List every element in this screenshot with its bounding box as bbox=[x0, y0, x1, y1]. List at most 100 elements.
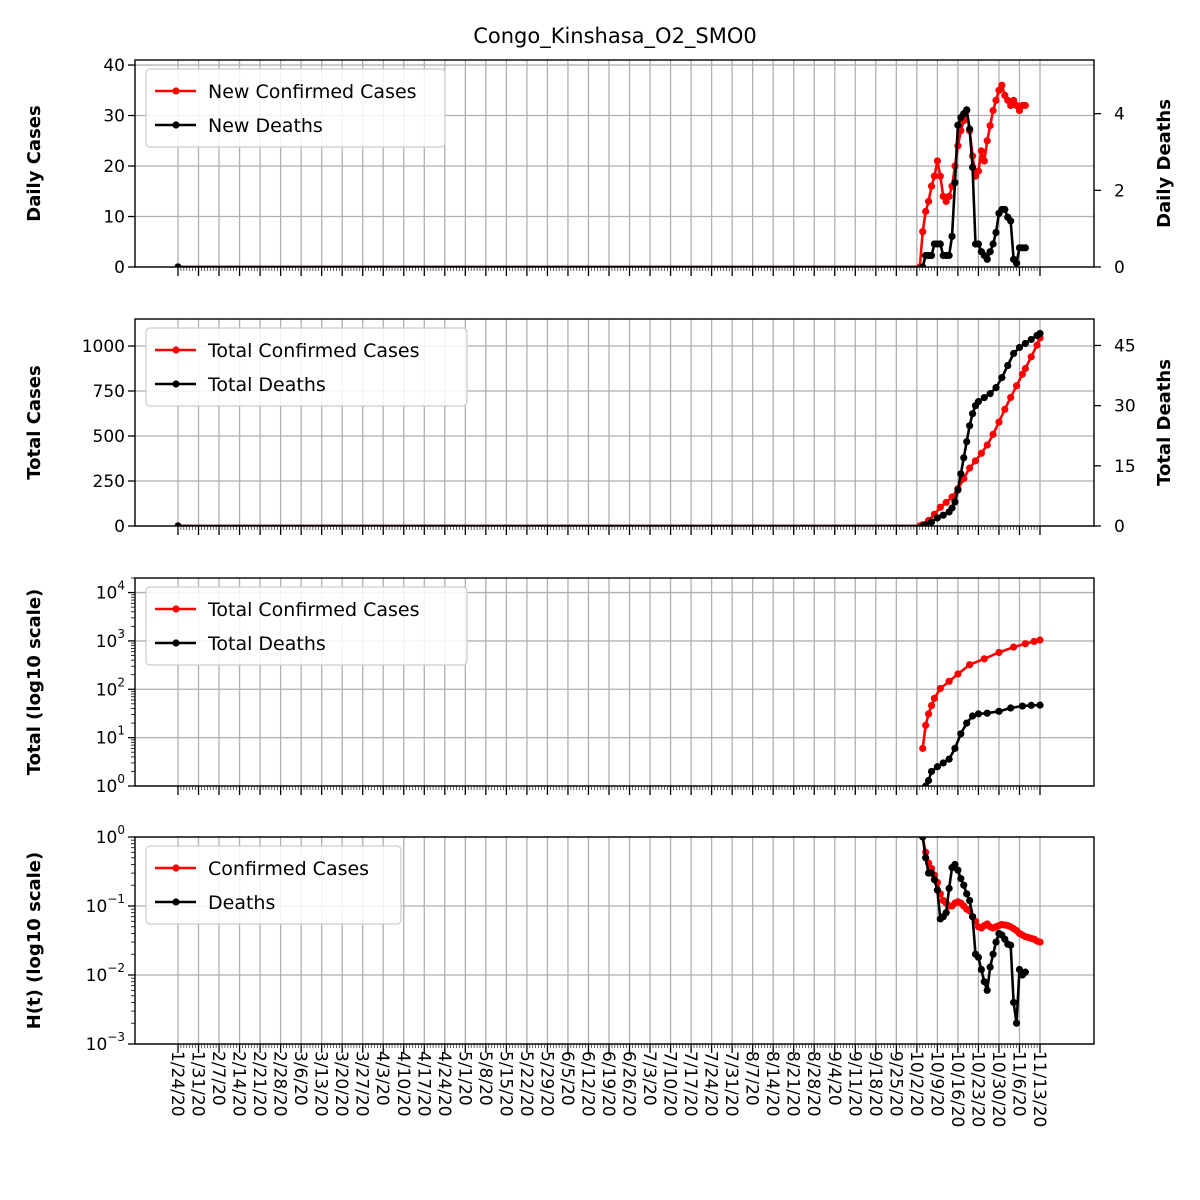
panel-4: 10−3 10−2 10−1 100 H(t) (log10 scale) Confirm… bbox=[24, 823, 1095, 1055]
x-tick-label: 3/13/20 bbox=[311, 1051, 331, 1117]
y-right-tick-label: 4 bbox=[1114, 105, 1125, 125]
data-point bbox=[977, 965, 985, 974]
legend-swatch-marker bbox=[172, 346, 180, 354]
panel-3: 100 101 102 103 104 Total (log10 scale) Total … bbox=[24, 577, 1095, 797]
data-point bbox=[1036, 938, 1044, 946]
legend-label: Total Confirmed Cases bbox=[207, 340, 420, 362]
data-point bbox=[945, 677, 953, 685]
data-point bbox=[974, 710, 983, 718]
x-tick-label: 5/22/20 bbox=[516, 1051, 536, 1117]
legend-box bbox=[145, 845, 402, 925]
legend-box bbox=[145, 327, 468, 407]
data-point bbox=[966, 464, 974, 472]
data-point bbox=[936, 240, 944, 248]
y-axis-label: Total (log10 scale) bbox=[24, 589, 45, 776]
data-point bbox=[1007, 393, 1015, 402]
x-tick-label: 6/5/20 bbox=[557, 1051, 577, 1106]
data-point bbox=[1010, 643, 1018, 651]
data-point bbox=[948, 232, 956, 240]
y-tick-label: 104 bbox=[96, 579, 125, 604]
data-point bbox=[1012, 1019, 1021, 1027]
x-tick-label: 9/25/20 bbox=[885, 1051, 905, 1117]
x-tick-label: 5/15/20 bbox=[495, 1051, 515, 1117]
data-point bbox=[924, 197, 933, 205]
data-point bbox=[957, 730, 965, 738]
data-point bbox=[1036, 701, 1044, 709]
data-point bbox=[983, 255, 991, 263]
data-point bbox=[980, 655, 988, 663]
y-right-tick-label: 45 bbox=[1114, 336, 1136, 356]
data-point bbox=[1018, 702, 1027, 710]
data-point bbox=[1021, 640, 1029, 648]
data-point bbox=[951, 498, 959, 506]
series-layer bbox=[174, 81, 1029, 267]
data-point bbox=[1021, 364, 1029, 373]
data-point bbox=[983, 441, 991, 449]
data-point bbox=[995, 418, 1003, 426]
x-tick-label: 8/7/20 bbox=[742, 1051, 762, 1106]
legend-label: Deaths bbox=[208, 892, 275, 914]
data-point bbox=[954, 486, 962, 494]
data-point bbox=[1004, 361, 1012, 370]
data-point bbox=[922, 854, 930, 862]
legend: Confirmed Cases Deaths bbox=[145, 845, 402, 925]
y-right-axis-label: Total Deaths bbox=[1154, 359, 1175, 486]
data-point bbox=[927, 869, 936, 877]
x-tick-label: 4/10/20 bbox=[393, 1051, 413, 1117]
legend-label: Total Confirmed Cases bbox=[207, 599, 420, 621]
x-tick-label: 7/10/20 bbox=[660, 1051, 680, 1117]
data-point bbox=[995, 648, 1003, 657]
data-point bbox=[974, 953, 983, 961]
data-point bbox=[1015, 343, 1024, 352]
y-axis-label: H(t) (log10 scale) bbox=[24, 852, 45, 1030]
series-layer bbox=[174, 329, 1044, 526]
data-point bbox=[963, 719, 971, 727]
data-point bbox=[919, 837, 927, 841]
data-point bbox=[977, 147, 985, 155]
data-point bbox=[945, 884, 953, 892]
data-point bbox=[933, 514, 941, 522]
data-point bbox=[989, 240, 997, 248]
data-point bbox=[1036, 329, 1044, 338]
data-point bbox=[924, 776, 933, 785]
x-tick-label: 2/7/20 bbox=[208, 1051, 228, 1106]
x-tick-label: 9/4/20 bbox=[824, 1051, 844, 1106]
y-tick-label: 10−1 bbox=[86, 892, 125, 917]
data-point bbox=[927, 701, 936, 710]
legend: Total Confirmed Cases Total Deaths bbox=[145, 327, 468, 407]
data-point bbox=[974, 398, 983, 406]
data-point bbox=[951, 179, 959, 187]
y-tick-label: 30 bbox=[103, 107, 125, 127]
data-point bbox=[977, 449, 985, 457]
y-tick-label: 20 bbox=[103, 157, 125, 177]
plot-frame bbox=[134, 836, 1095, 1045]
x-tick-label: 10/30/20 bbox=[988, 1051, 1008, 1127]
x-tick-label: 3/27/20 bbox=[352, 1051, 372, 1117]
y-right-tick-label: 15 bbox=[1114, 457, 1136, 477]
chart-title: Congo_Kinshasa_O2_SMO0 bbox=[473, 24, 757, 49]
series-layer bbox=[919, 837, 1044, 1027]
x-tick-label: 9/11/20 bbox=[844, 1051, 864, 1117]
data-point bbox=[939, 759, 947, 767]
data-point bbox=[960, 454, 968, 462]
data-point bbox=[942, 498, 950, 507]
data-point bbox=[1001, 405, 1009, 413]
x-tick-label: 7/31/20 bbox=[721, 1051, 741, 1117]
x-tick-label: 5/8/20 bbox=[475, 1051, 495, 1106]
data-point bbox=[974, 240, 983, 248]
data-point bbox=[980, 157, 988, 165]
x-tick-label: 2/14/20 bbox=[229, 1051, 249, 1117]
data-point bbox=[995, 707, 1003, 715]
x-tick-label: 7/24/20 bbox=[701, 1051, 721, 1117]
data-point bbox=[927, 182, 936, 190]
x-tick-labels: 1/24/20 1/31/20 2/7/20 2/14/20 2/21/20 2/28/2… bbox=[167, 1051, 1049, 1127]
x-tick-label: 8/28/20 bbox=[803, 1051, 823, 1117]
legend-swatch-marker bbox=[172, 898, 180, 906]
plot-frame bbox=[134, 318, 1095, 527]
x-tick-label: 10/9/20 bbox=[926, 1051, 946, 1117]
data-point bbox=[992, 96, 1000, 104]
legend-swatch-marker bbox=[172, 639, 180, 647]
x-tick-label: 6/26/20 bbox=[619, 1051, 639, 1117]
data-point bbox=[930, 172, 939, 180]
